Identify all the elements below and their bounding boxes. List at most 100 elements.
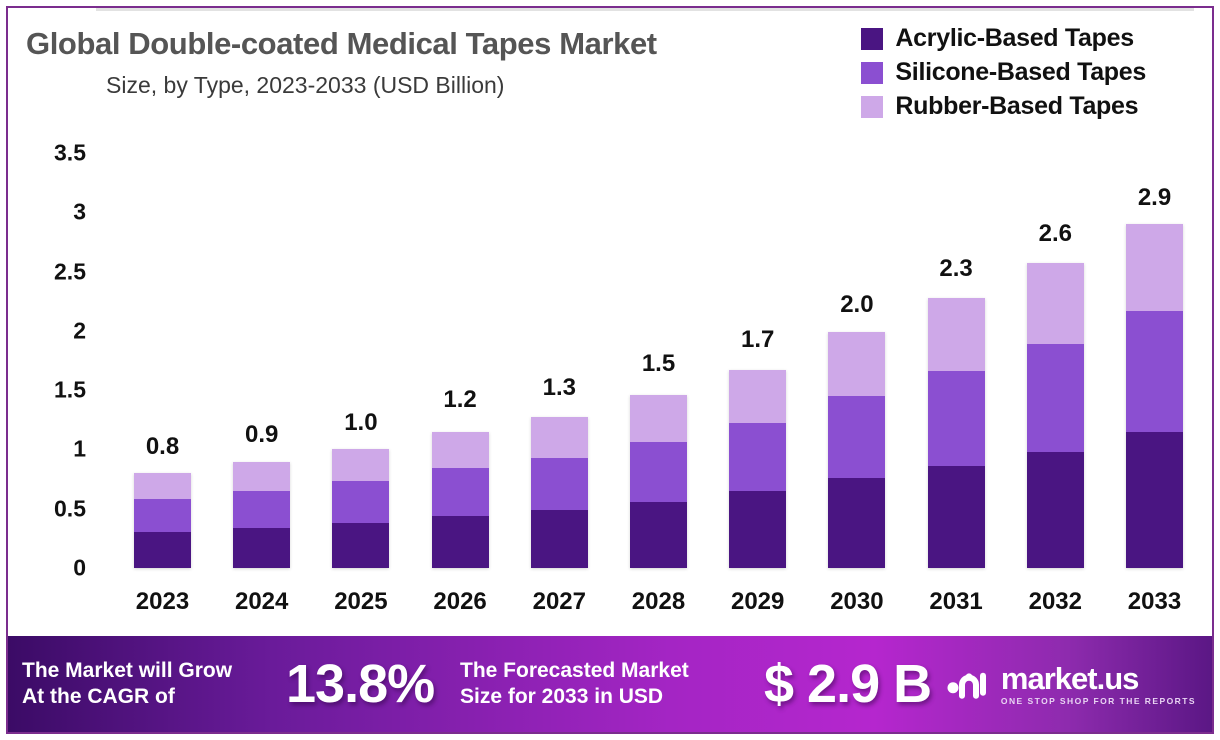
bar-stack[interactable] (927, 297, 985, 568)
bar-segment-acrylic[interactable] (431, 515, 489, 568)
cagr-caption-line-1: The Market will Grow (22, 659, 233, 683)
legend-item-label: Rubber-Based Tapes (895, 92, 1139, 120)
bar-segment-rubber[interactable] (431, 431, 489, 469)
x-axis-tick-label: 2026 (433, 588, 487, 615)
bar-segment-silicone[interactable] (530, 457, 588, 510)
bar-stack[interactable] (233, 462, 291, 568)
cagr-value: 13.8% (286, 654, 435, 714)
bar-stack[interactable] (530, 417, 588, 568)
chart-plot-area: 0 0.5 1 1.5 2 2.5 3 3.5 0.8 2023 0.9 2024 1.0 2025 1.2… (8, 8, 1212, 628)
cagr-caption-line-2: At the CAGR of (22, 685, 175, 708)
y-axis-tick-label: 3.5 (54, 139, 86, 166)
bar-total-label: 1.0 (344, 409, 378, 437)
chart-card: Global Double-coated Medical Tapes Marke… (6, 6, 1214, 734)
legend-item[interactable]: Silicone-Based Tapes (861, 58, 1146, 87)
bar-segment-acrylic[interactable] (927, 466, 985, 568)
x-axis-tick-label: 2027 (532, 588, 586, 615)
page-title: Global Double-coated Medical Tapes Marke… (26, 26, 657, 61)
bar-segment-rubber[interactable] (630, 394, 687, 443)
logo-tagline: ONE STOP SHOP FOR THE REPORTS (1000, 695, 1196, 706)
legend-item-label: Silicone-Based Tapes (895, 58, 1146, 86)
bar-stack[interactable] (332, 449, 390, 568)
bar-segment-silicone[interactable] (828, 396, 886, 478)
y-axis-tick-label: 1.5 (54, 376, 86, 403)
bar-total-label: 1.2 (443, 385, 477, 413)
bar-total-label: 1.7 (741, 326, 775, 354)
legend-item[interactable]: Acrylic-Based Tapes (861, 24, 1146, 53)
x-axis-tick-label: 2033 (1127, 588, 1182, 615)
bar-segment-silicone[interactable] (1026, 343, 1084, 452)
bar-segment-acrylic[interactable] (630, 501, 687, 568)
bar-total-label: 2.0 (840, 290, 874, 318)
bar-segment-acrylic[interactable] (530, 509, 588, 568)
bar-segment-silicone[interactable] (332, 481, 390, 523)
market-us-logo-icon (947, 673, 986, 699)
y-axis-tick-label: 0.5 (54, 495, 86, 522)
bar-total-label: 1.3 (542, 373, 576, 401)
bar-stack[interactable] (134, 473, 191, 568)
x-axis-tick-label: 2028 (631, 588, 686, 615)
market-us-logo-text: market.us ONE STOP SHOP FOR THE REPORTS (1001, 663, 1196, 706)
forecast-size-value: $ 2.9 B (764, 654, 932, 714)
bar-segment-rubber[interactable] (530, 417, 588, 458)
cagr-caption: The Market will Grow At the CAGR of (22, 658, 232, 709)
bar-segment-rubber[interactable] (927, 297, 985, 372)
bar-segment-silicone[interactable] (630, 442, 687, 502)
bar-segment-silicone[interactable] (729, 423, 787, 491)
x-axis-tick-label: 2032 (1028, 588, 1082, 615)
chart-legend: Acrylic-Based Tapes Silicone-Based Tapes R… (861, 24, 1146, 121)
logo-name: market.us (1000, 660, 1139, 696)
bar-segment-rubber[interactable] (233, 462, 291, 491)
legend-item[interactable]: Rubber-Based Tapes (861, 92, 1146, 121)
forecast-caption-line-2: Size for 2033 in USD (460, 685, 664, 708)
bar-segment-rubber[interactable] (1026, 263, 1084, 344)
y-axis-tick-label: 1 (73, 435, 86, 462)
forecast-size-caption: The Forecasted Market Size for 2033 in U… (460, 658, 689, 709)
bar-total-label: 2.9 (1137, 184, 1172, 212)
forecast-caption-line-1: The Forecasted Market (460, 659, 689, 683)
y-axis-tick-label: 3 (73, 198, 86, 225)
bar-segment-acrylic[interactable] (729, 490, 787, 568)
bar-total-label: 1.5 (641, 350, 676, 378)
x-axis-tick-label: 2025 (334, 588, 388, 615)
legend-swatch-icon (861, 95, 884, 118)
chart-subtitle: Size, by Type, 2023-2033 (USD Billion) (106, 72, 505, 98)
bar-total-label: 0.9 (245, 421, 279, 449)
bar-segment-acrylic[interactable] (233, 527, 291, 568)
y-axis-tick-label: 0 (73, 554, 86, 581)
bar-segment-rubber[interactable] (729, 370, 787, 424)
x-axis-tick-label: 2031 (929, 588, 983, 615)
bar-segment-acrylic[interactable] (332, 522, 390, 568)
bar-stack[interactable] (729, 370, 787, 568)
bar-segment-rubber[interactable] (134, 473, 191, 500)
bar-segment-silicone[interactable] (431, 468, 489, 516)
market-us-logo[interactable]: market.us ONE STOP SHOP FOR THE REPORTS (946, 663, 1196, 706)
x-axis-tick-label: 2030 (830, 588, 884, 615)
x-axis-tick-label: 2023 (135, 588, 190, 615)
x-axis-tick-label: 2024 (234, 588, 289, 615)
bar-stack[interactable] (1126, 224, 1183, 568)
summary-banner: The Market will Grow At the CAGR of 13.8… (8, 636, 1212, 732)
bar-stack[interactable] (431, 431, 489, 568)
bar-segment-silicone[interactable] (1126, 310, 1183, 432)
bar-segment-acrylic[interactable] (828, 477, 886, 568)
bar-stack[interactable] (630, 394, 687, 568)
bar-segment-acrylic[interactable] (134, 532, 191, 568)
bar-segment-acrylic[interactable] (1026, 451, 1084, 568)
legend-item-label: Acrylic-Based Tapes (895, 24, 1134, 52)
bar-segment-silicone[interactable] (134, 499, 191, 533)
bar-total-label: 2.3 (939, 255, 973, 283)
y-axis-tick-label: 2 (73, 317, 86, 344)
bar-segment-rubber[interactable] (332, 449, 390, 482)
bar-segment-silicone[interactable] (233, 490, 291, 528)
bar-segment-rubber[interactable] (1126, 224, 1183, 311)
x-axis-tick-label: 2029 (730, 588, 785, 615)
bar-total-label: 0.8 (145, 433, 180, 461)
bar-total-label: 2.6 (1038, 219, 1072, 247)
bar-segment-rubber[interactable] (828, 332, 886, 397)
bar-segment-silicone[interactable] (927, 371, 985, 467)
bar-segment-acrylic[interactable] (1126, 431, 1183, 568)
bar-stack[interactable] (1026, 263, 1084, 568)
bar-stack[interactable] (828, 332, 886, 568)
x-axis-line (96, 8, 1194, 11)
